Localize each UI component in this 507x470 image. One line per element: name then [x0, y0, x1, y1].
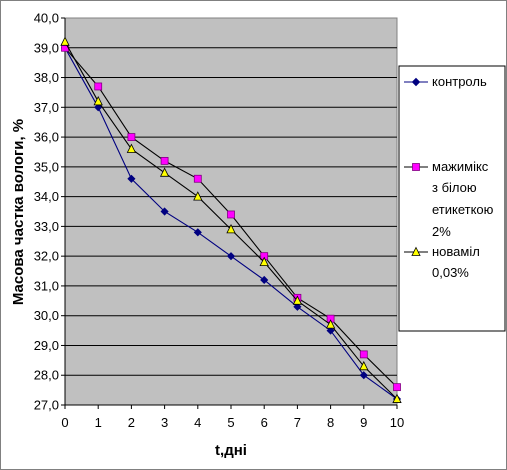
- data-point-control: [293, 302, 302, 311]
- x-tick-labels: 0 1 2 3 4 5 6 7 8 9 10: [61, 415, 404, 430]
- data-point-novamil: [359, 360, 369, 371]
- x-tick-label: 2: [128, 415, 135, 430]
- legend-item-mazhimiks: мажимікс з білою етикеткою 2%: [404, 159, 494, 239]
- series-novamil: [60, 36, 402, 403]
- data-point-novamil: [392, 393, 402, 403]
- x-axis-title: t,дні: [215, 442, 247, 459]
- gridlines: [65, 47, 397, 376]
- legend-label-mazhimiks-line4: 2%: [432, 224, 451, 239]
- data-point-control: [94, 103, 103, 112]
- y-tick-label: 40,0: [34, 11, 59, 26]
- x-tick-label: 1: [95, 415, 102, 430]
- series-layer: [60, 36, 402, 404]
- data-point-control: [260, 275, 269, 285]
- data-point-mazhimiks: [127, 133, 136, 141]
- y-tick-label: 38,0: [34, 70, 59, 85]
- data-point-novamil: [292, 295, 303, 305]
- x-tick-label: 9: [360, 415, 367, 430]
- data-point-mazhimiks: [393, 383, 401, 392]
- data-point-mazhimiks: [160, 156, 169, 165]
- data-point-mazhimiks: [227, 210, 235, 219]
- data-point-novamil: [226, 223, 236, 234]
- data-point-novamil: [93, 95, 103, 106]
- data-point-novamil: [159, 167, 170, 177]
- legend-label-novamil-line1: новамiл: [432, 244, 480, 259]
- y-tick-label: 32,0: [34, 249, 59, 264]
- axes: [61, 17, 398, 409]
- data-point-novamil: [325, 319, 336, 329]
- x-tick-label: 5: [227, 415, 234, 430]
- y-tick-label: 39,0: [34, 40, 59, 55]
- y-tick-label: 36,0: [34, 130, 59, 145]
- data-point-control: [160, 207, 169, 216]
- y-axis-title: Масова частка вологи, %: [10, 119, 27, 305]
- legend-item-control: контроль: [404, 74, 487, 89]
- data-point-control: [193, 228, 202, 237]
- data-point-control: [226, 252, 236, 261]
- x-tick-label: 4: [194, 415, 201, 430]
- y-tick-label: 27,0: [34, 398, 59, 413]
- data-point-mazhimiks: [359, 350, 368, 359]
- x-tick-label: 7: [294, 415, 301, 430]
- y-tick-label: 30,0: [34, 308, 59, 323]
- data-point-control: [359, 371, 368, 380]
- legend-label-mazhimiks-line1: мажимікс: [432, 159, 489, 174]
- data-point-novamil: [259, 256, 269, 267]
- legend-label-control: контроль: [432, 74, 487, 89]
- y-tick-label: 31,0: [34, 278, 59, 293]
- legend: контроль мажимікс з білою етикеткою 2% н…: [398, 65, 506, 332]
- data-point-novamil: [126, 143, 137, 153]
- legend-label-mazhimiks-line3: етикеткою: [432, 202, 494, 217]
- x-tick-label: 8: [327, 415, 334, 430]
- legend-box: [398, 65, 506, 332]
- legend-label-mazhimiks-line2: з білою: [432, 180, 477, 195]
- legend-item-novamil: новамiл 0,03%: [404, 244, 480, 280]
- legend-marker-control: [411, 77, 421, 87]
- legend-label-novamil-line2: 0,03%: [432, 265, 469, 280]
- x-tick-label: 3: [161, 415, 168, 430]
- y-tick-labels: 27,0 28,0 29,0 30,0 31,0 32,0 33,0 34,0 35,0 36,0…: [34, 11, 59, 413]
- y-tick-label: 28,0: [34, 368, 59, 383]
- legend-marker-mazhimiks: [412, 163, 420, 171]
- y-tick-label: 35,0: [34, 159, 59, 174]
- x-tick-label: 0: [61, 415, 68, 430]
- y-tick-label: 37,0: [34, 100, 59, 115]
- data-point-mazhimiks: [94, 82, 103, 91]
- data-point-novamil: [193, 191, 203, 201]
- legend-marker-novamil: [411, 246, 421, 256]
- y-tick-label: 34,0: [34, 189, 59, 204]
- x-tick-label: 10: [390, 415, 404, 430]
- data-point-control: [326, 326, 335, 335]
- y-tick-label: 29,0: [34, 338, 59, 353]
- data-point-control: [127, 174, 136, 183]
- data-point-mazhimiks: [193, 174, 202, 183]
- x-tick-label: 6: [261, 415, 268, 430]
- data-point-novamil: [60, 36, 70, 46]
- y-tick-label: 33,0: [34, 219, 59, 234]
